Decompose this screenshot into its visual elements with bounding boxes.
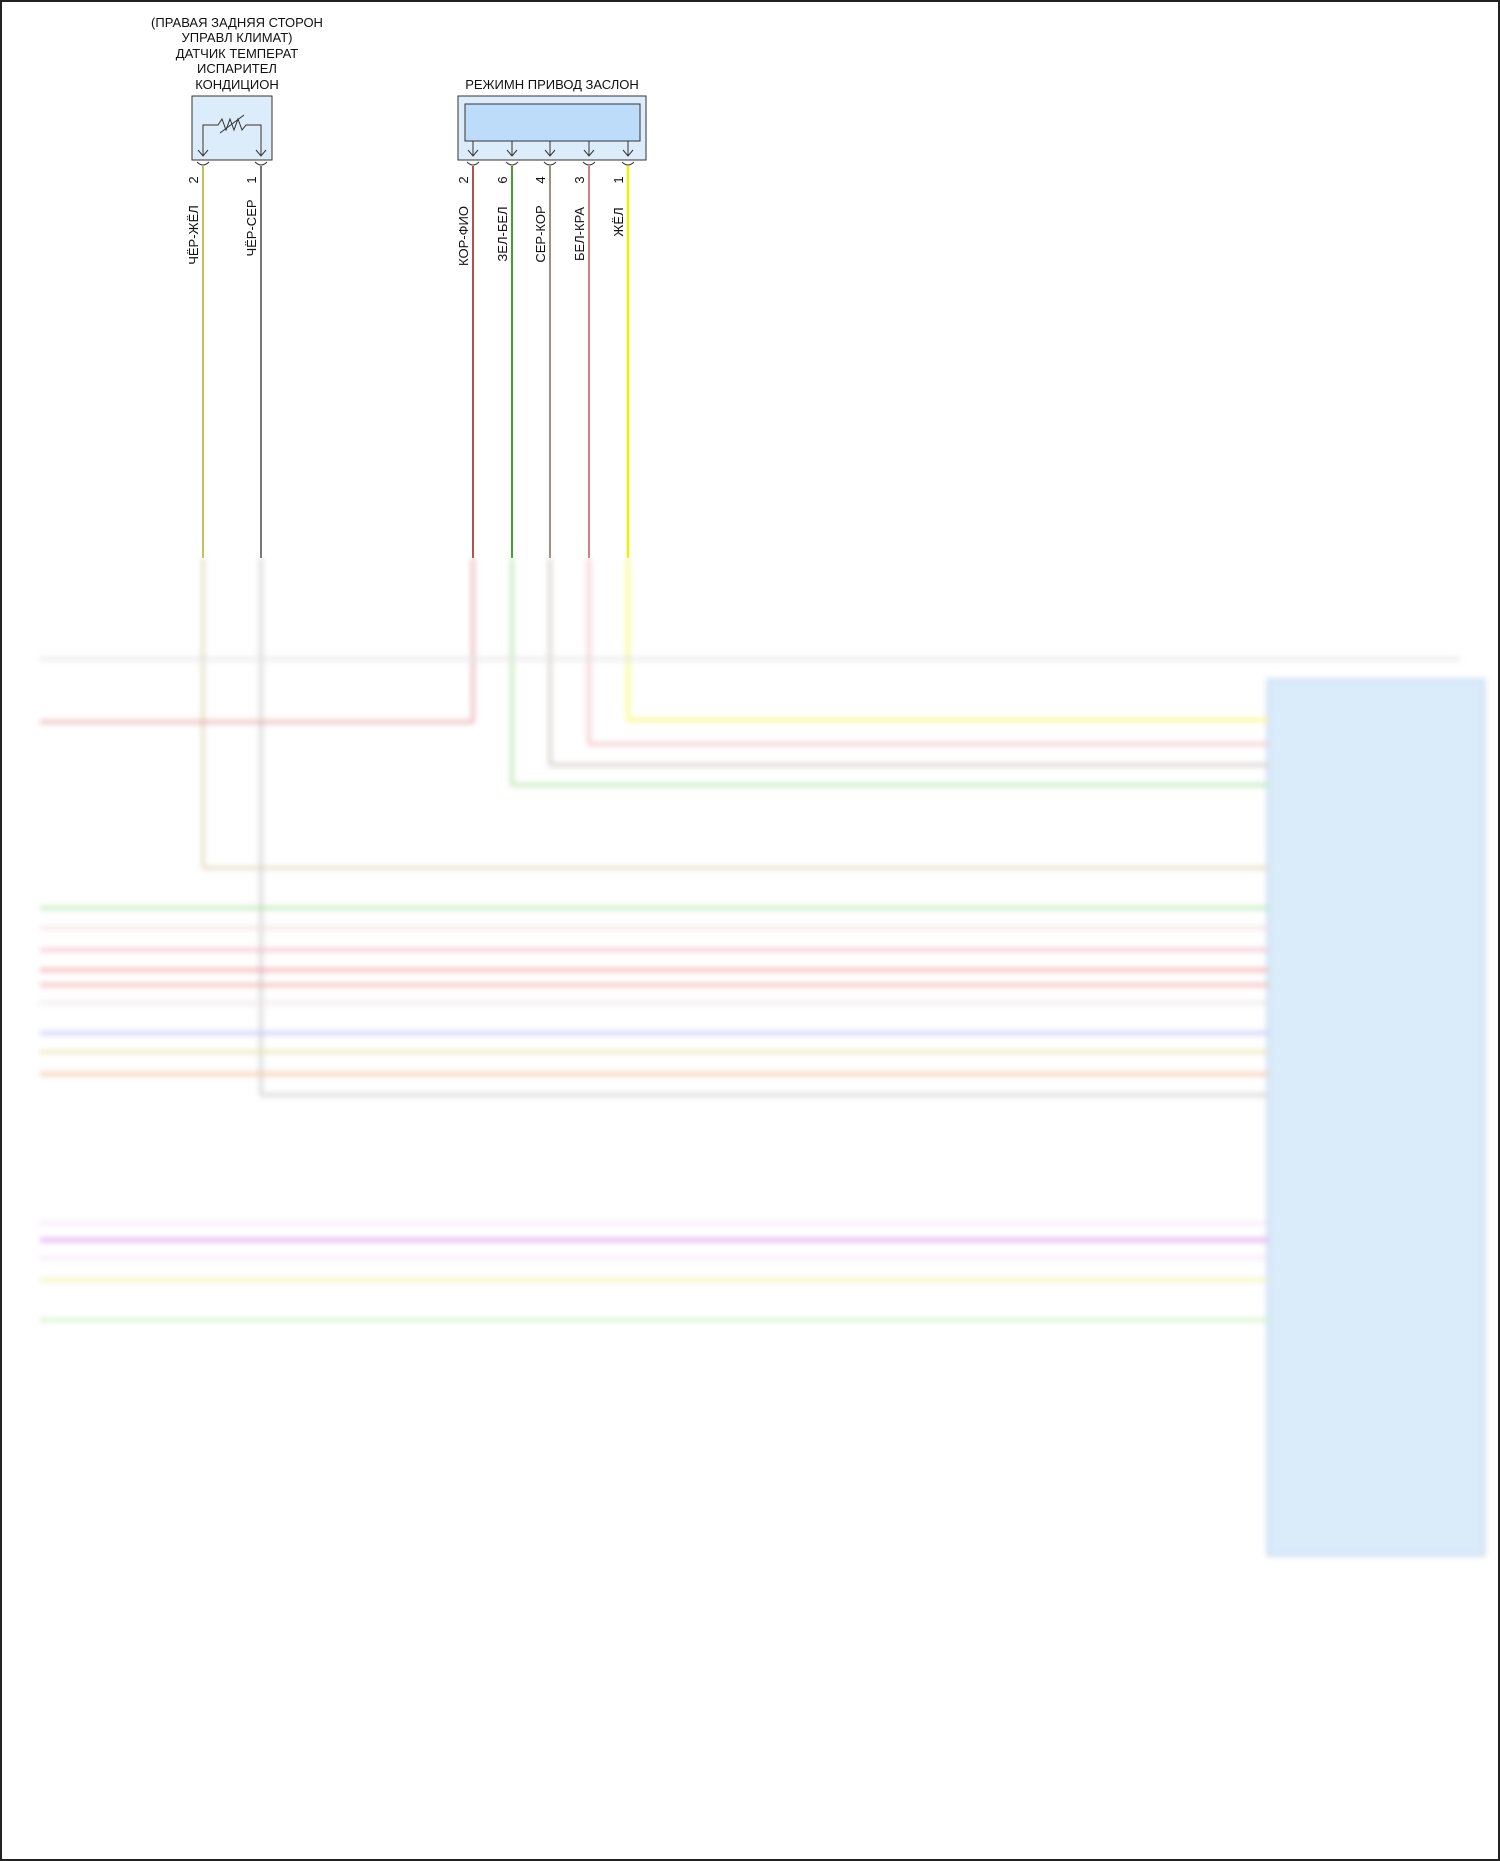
pin-number: 1 [244,176,259,183]
pin-number: 2 [186,176,201,183]
mode-door-actuator [457,95,647,166]
sensor-title-line: ДАТЧИК ТЕМПЕРАТ [176,46,299,61]
sensor-title-line: УПРАВЛ КЛИМАТ) [182,30,293,45]
pin-number: 1 [611,176,626,183]
actuator-title: РЕЖИМН ПРИВОД ЗАСЛОН [465,77,639,92]
wire-label: СЕР-КОР [533,205,548,262]
pin-number: 4 [533,176,548,183]
wires [202,166,630,558]
control-module [1266,678,1486,1557]
blurred-region [40,558,1486,1557]
wire-label: ЗЕЛ-БЕЛ [495,206,510,261]
wire-label: БЕЛ-КРА [572,207,587,261]
wire-label: ЧЁР-ЖЁЛ [186,205,201,265]
wire-label: ЖЁЛ [611,207,626,236]
sensor-connector-box [191,95,273,161]
pin-number: 6 [495,176,510,183]
pin-number: 2 [456,176,471,183]
pin-number: 3 [572,176,587,183]
sensor-title: (ПРАВАЯ ЗАДНЯЯ СТОРОН УПРАВЛ КЛИМАТ) ДАТ… [151,15,323,92]
actuator-body [464,103,641,142]
sensor-title-line: КОНДИЦИОН [195,77,279,92]
sensor-title-line: (ПРАВАЯ ЗАДНЯЯ СТОРОН [151,15,323,30]
pin-labels: 2 ЧЁР-ЖЁЛ 1 ЧЁР-СЕР 2 КОР-ФИО 6 ЗЕЛ-БЕЛ … [186,176,626,266]
wire-label: ЧЁР-СЕР [244,199,259,256]
sensor-title-line: ИСПАРИТЕЛ [197,61,277,76]
variable-arrow-icon [219,114,245,134]
evaporator-temp-sensor [191,95,273,166]
blurred-region-bg [2,558,1498,1859]
wire-label: КОР-ФИО [456,206,471,266]
pin-socket-icon [196,161,268,166]
